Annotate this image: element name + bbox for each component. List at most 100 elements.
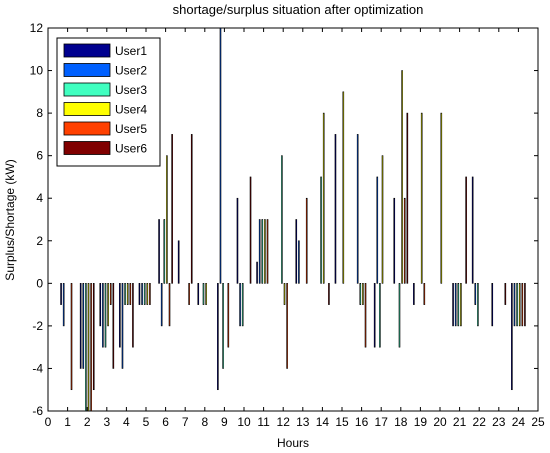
x-tick-label: 25 — [531, 415, 545, 429]
bar-user2-hour-1 — [62, 283, 65, 327]
bar-user4-hour-8 — [205, 283, 207, 305]
bar-user3-hour-21 — [457, 283, 460, 327]
bar-user5-hour-6 — [168, 283, 171, 327]
legend-swatch-user1 — [63, 43, 111, 58]
bar-user3-hour-9 — [222, 283, 224, 369]
legend-swatch-user2 — [63, 63, 111, 77]
bar-user4-hour-24 — [518, 283, 521, 327]
bar-user4-hour-16 — [362, 283, 364, 305]
bar-user1-hour-10 — [236, 197, 239, 284]
x-tick-label: 1 — [64, 415, 71, 429]
bar-user5-hour-7 — [188, 283, 190, 305]
y-tick-label: 6 — [36, 149, 43, 163]
bar-user3-hour-2 — [85, 283, 87, 412]
bar-user3-hour-22 — [477, 283, 479, 327]
bar-user4-hour-12 — [283, 283, 286, 305]
bar-user2-hour-9 — [219, 27, 222, 284]
bar-user6-hour-7 — [190, 134, 193, 284]
bar-user3-hour-3 — [104, 283, 107, 348]
x-tick-label: 7 — [182, 415, 189, 429]
legend-label-user5: User5 — [115, 122, 147, 136]
x-tick-label: 16 — [355, 415, 369, 429]
bar-user2-hour-6 — [160, 283, 163, 327]
x-tick-label: 18 — [394, 415, 408, 429]
x-tick-label: 21 — [453, 415, 467, 429]
bar-user6-hour-21 — [465, 176, 467, 284]
bar-user1-hour-11 — [256, 261, 258, 284]
bar-user3-hour-17 — [379, 283, 381, 348]
bar-user4-hour-14 — [322, 112, 325, 284]
bar-user5-hour-9 — [227, 283, 230, 348]
bar-user6-hour-6 — [171, 134, 173, 284]
bar-user6-hour-23 — [504, 283, 507, 305]
bar-user1-hour-17 — [373, 283, 376, 348]
x-tick-label: 12 — [277, 415, 291, 429]
y-tick-label: -6 — [32, 404, 43, 418]
bar-user4-hour-11 — [264, 219, 266, 284]
bar-user4-hour-4 — [126, 283, 129, 305]
x-tick-label: 0 — [45, 415, 52, 429]
bar-user3-hour-24 — [516, 283, 518, 327]
x-tick-label: 11 — [257, 415, 270, 429]
bar-user3-hour-10 — [241, 283, 244, 327]
bar-user2-hour-17 — [376, 176, 379, 284]
bar-user1-hour-21 — [452, 283, 454, 327]
y-tick-label: 0 — [36, 276, 43, 290]
bar-user5-hour-1 — [70, 283, 73, 391]
bar-user5-hour-11 — [266, 219, 269, 284]
bar-user1-hour-2 — [79, 283, 82, 369]
axis-ticks: 0 1 2 3 4 5 6 7 8 9 10 11 12 13 14 15 16 17 18 19 20 21 22 23 24… — [30, 21, 545, 429]
chart-title: shortage/surplus situation after optimiz… — [173, 2, 424, 17]
bar-user3-hour-18 — [398, 283, 401, 348]
y-tick-label: 8 — [36, 106, 43, 120]
bar-user3-hour-5 — [143, 283, 146, 305]
bar-user3-hour-14 — [320, 176, 322, 284]
x-tick-label: 24 — [512, 415, 526, 429]
legend-label-user2: User2 — [115, 64, 147, 78]
bar-user4-hour-19 — [420, 112, 423, 284]
bar-user4-hour-5 — [146, 283, 149, 305]
x-tick-label: 8 — [201, 415, 208, 429]
x-tick-label: 9 — [221, 415, 228, 429]
legend-swatch-user4 — [63, 102, 111, 116]
bar-user1-hour-3 — [99, 283, 102, 327]
bar-user5-hour-3 — [109, 283, 112, 305]
bar-user6-hour-14 — [328, 283, 330, 305]
bar-user1-hour-19 — [413, 283, 415, 305]
bar-user2-hour-4 — [121, 283, 124, 369]
x-tick-label: 14 — [316, 415, 330, 429]
bar-user4-hour-17 — [381, 155, 384, 284]
bar-user2-hour-16 — [356, 134, 359, 284]
bar-user6-hour-2 — [92, 283, 95, 391]
bar-user1-hour-18 — [393, 197, 396, 284]
bar-user4-hour-2 — [87, 283, 90, 412]
bar-user1-hour-7 — [177, 240, 180, 284]
bar-user2-hour-11 — [258, 219, 261, 284]
bar-user5-hour-16 — [364, 283, 367, 348]
bar-user6-hour-4 — [132, 283, 134, 348]
bar-user2-hour-10 — [239, 283, 241, 327]
y-tick-label: 10 — [30, 64, 44, 78]
bar-user3-hour-8 — [202, 283, 205, 305]
bar-user5-hour-2 — [90, 283, 92, 412]
y-tick-label: 4 — [36, 191, 43, 205]
bar-user1-hour-15 — [334, 134, 337, 284]
bar-user1-hour-8 — [197, 283, 200, 305]
bar-user5-hour-12 — [286, 283, 288, 369]
bar-user6-hour-3 — [112, 283, 115, 369]
bar-user2-hour-24 — [513, 283, 516, 327]
bar-user2-hour-21 — [454, 283, 457, 327]
x-tick-label: 17 — [375, 415, 389, 429]
x-tick-label: 10 — [237, 415, 251, 429]
x-tick-label: 19 — [414, 415, 428, 429]
bar-user2-hour-22 — [474, 283, 477, 305]
bar-user1-hour-4 — [119, 283, 121, 348]
x-tick-label: 3 — [103, 415, 110, 429]
bar-user1-hour-23 — [491, 283, 494, 327]
bar-user4-hour-15 — [342, 91, 345, 284]
legend-swatch-user5 — [63, 121, 111, 136]
bar-user1-hour-9 — [217, 283, 219, 391]
x-tick-label: 22 — [473, 415, 487, 429]
y-tick-label: -4 — [32, 361, 43, 375]
bar-user3-hour-11 — [261, 219, 264, 284]
